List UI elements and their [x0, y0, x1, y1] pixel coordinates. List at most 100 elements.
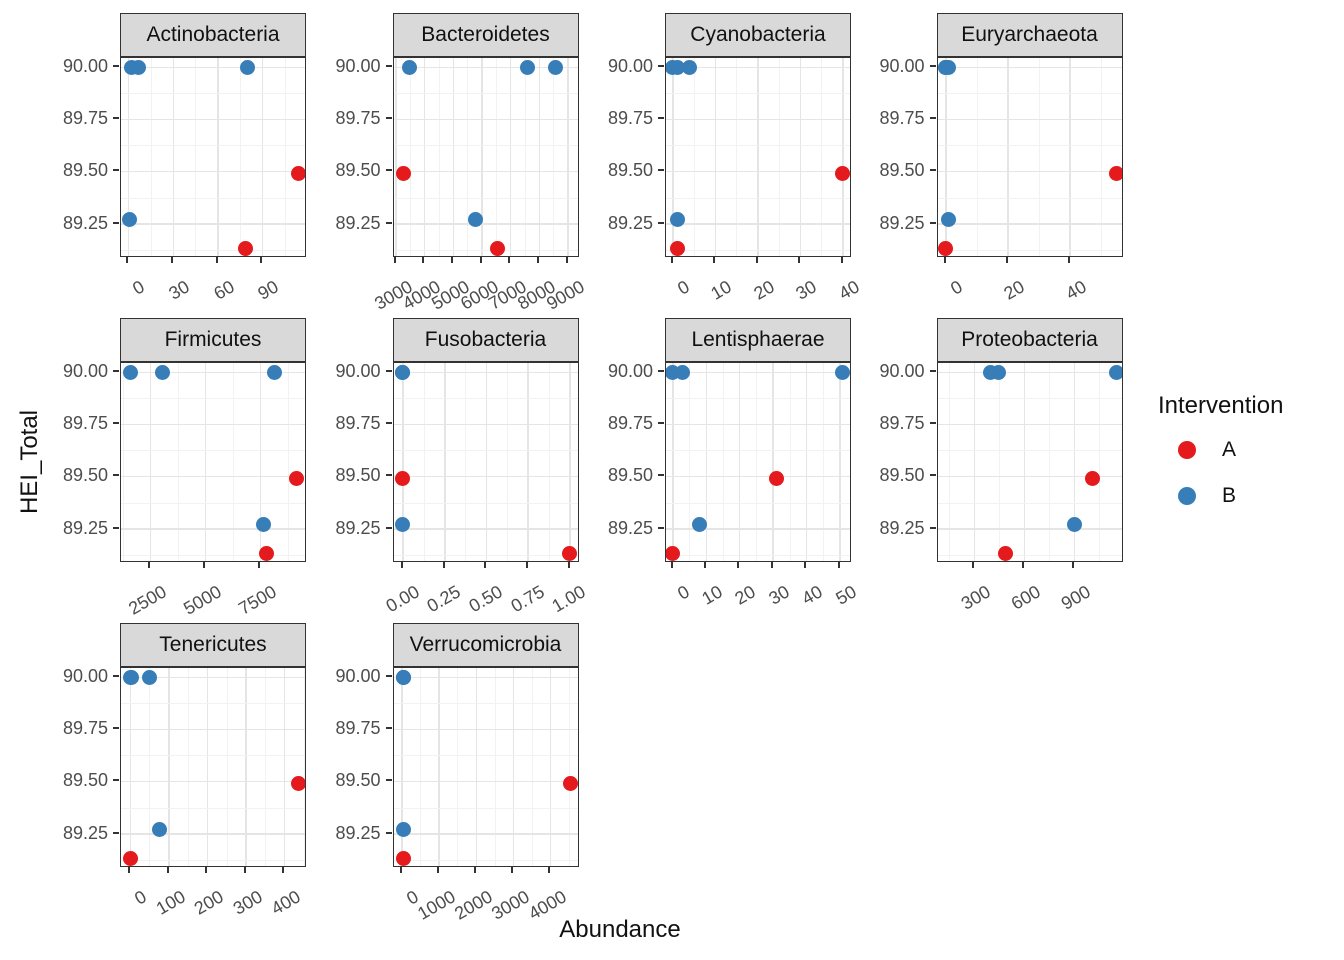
gridline-minor-h — [393, 859, 578, 861]
gridline-minor-v — [232, 363, 234, 561]
gridline-major-h — [666, 528, 850, 530]
x-tick-label: 20 — [1000, 276, 1028, 304]
x-tick-label: 30 — [765, 581, 793, 609]
y-tick-label: 89.25 — [335, 517, 381, 538]
y-tick-mark — [929, 117, 936, 120]
gridline-major-h — [121, 371, 305, 374]
gridline-major-v — [973, 363, 976, 561]
x-tick-mark — [171, 257, 174, 263]
gridline-minor-v — [265, 668, 267, 866]
data-point-a — [1085, 471, 1101, 487]
data-point-a — [290, 776, 305, 792]
gridline-major-v — [1007, 58, 1009, 256]
gridline-major-h — [666, 371, 850, 374]
gridline-minor-h — [121, 859, 305, 861]
y-tick-mark — [385, 65, 392, 68]
x-tick-label: 100 — [152, 886, 189, 919]
gridline-minor-h — [666, 554, 850, 556]
x-tick-mark — [798, 257, 801, 263]
facet-strip: Verrucomicrobia — [392, 623, 579, 667]
gridline-minor-h — [937, 145, 1122, 147]
gridline-major-v — [261, 58, 264, 256]
gridline-major-h — [937, 118, 1122, 121]
x-tick-label: 300 — [229, 886, 266, 919]
x-tick-mark — [804, 562, 807, 568]
y-tick-label: 89.75 — [879, 413, 925, 434]
y-tick-mark — [929, 65, 936, 68]
y-tick-label: 89.50 — [607, 465, 653, 486]
gridline-minor-h — [937, 502, 1122, 504]
gridline-minor-h — [393, 450, 578, 452]
x-tick-label: 0.75 — [507, 581, 548, 617]
gridline-minor-v — [284, 58, 286, 256]
gridline-minor-h — [937, 249, 1122, 251]
facet-strip: Cyanobacteria — [665, 13, 851, 57]
gridline-minor-v — [756, 363, 758, 561]
y-tick-label: 89.50 — [335, 770, 381, 791]
facet-panel — [936, 362, 1123, 562]
data-point-b — [402, 59, 418, 75]
gridline-major-h — [121, 475, 305, 478]
gridline-major-v — [672, 58, 674, 256]
gridline-major-h — [937, 170, 1122, 173]
gridline-minor-v — [226, 668, 228, 866]
gridline-major-h — [393, 371, 578, 374]
gridline-major-h — [121, 528, 305, 530]
gridline-major-h — [393, 780, 578, 783]
y-tick-mark — [658, 370, 664, 373]
y-tick-label: 89.25 — [62, 822, 108, 843]
y-tick-label: 89.50 — [335, 465, 381, 486]
y-tick-mark — [385, 727, 392, 730]
x-tick-label: 300 — [957, 581, 994, 614]
gridline-minor-h — [121, 93, 305, 95]
x-tick-mark — [243, 867, 246, 873]
x-tick-mark — [126, 257, 129, 263]
y-tick-mark — [385, 422, 392, 425]
x-tick-mark — [1005, 257, 1008, 263]
y-tick-mark — [929, 169, 936, 172]
gridline-major-v — [402, 363, 404, 561]
y-tick-label: 90.00 — [335, 56, 381, 77]
gridline-major-v — [538, 58, 541, 256]
data-point-a — [396, 166, 412, 182]
data-point-b — [123, 669, 139, 685]
x-tick-mark — [713, 257, 716, 263]
legend-item-label: B — [1222, 484, 1237, 507]
data-point-a — [122, 851, 138, 866]
gridline-minor-h — [121, 755, 305, 757]
gridline-major-h — [937, 528, 1122, 530]
data-point-b — [239, 59, 255, 75]
y-tick-label: 90.00 — [62, 361, 108, 382]
data-point-a — [768, 471, 784, 487]
data-point-a — [562, 546, 577, 561]
data-point-b — [941, 211, 957, 227]
x-tick-label: 50 — [832, 581, 860, 609]
x-tick-label: 0 — [131, 886, 150, 909]
gridline-major-h — [937, 371, 1122, 374]
x-tick-mark — [704, 562, 707, 568]
x-tick-mark — [737, 562, 740, 568]
legend-item-label: A — [1222, 438, 1237, 461]
gridline-minor-v — [188, 668, 189, 866]
x-tick-label: 0 — [673, 581, 693, 604]
x-tick-label: 10 — [698, 581, 726, 609]
gridline-major-h — [666, 423, 850, 426]
gridline-minor-v — [736, 58, 738, 256]
gridline-major-h — [393, 223, 578, 225]
y-tick-mark — [113, 422, 119, 425]
y-tick-mark — [385, 831, 392, 834]
x-tick-mark — [508, 257, 511, 263]
y-tick-mark — [658, 422, 664, 425]
gridline-minor-v — [778, 58, 780, 256]
y-tick-mark — [929, 474, 936, 477]
legend-title: Intervention — [1158, 392, 1284, 419]
facet-strip: Lentisphaerae — [665, 318, 851, 362]
gridline-major-v — [423, 58, 426, 256]
x-tick-label: 900 — [1058, 581, 1095, 614]
gridline-major-v — [481, 58, 483, 256]
x-tick-label: 40 — [835, 276, 863, 304]
gridline-major-v — [245, 668, 247, 866]
y-tick-mark — [113, 526, 119, 529]
gridline-minor-h — [393, 93, 578, 95]
